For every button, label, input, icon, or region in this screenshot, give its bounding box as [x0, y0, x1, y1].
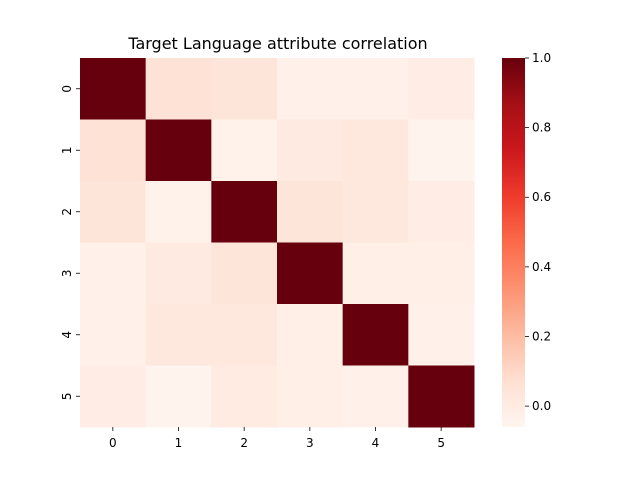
colorbar-tick-label: 0.0 [532, 399, 551, 413]
heatmap-cell [211, 304, 277, 366]
heatmap-cell [277, 366, 343, 428]
heatmap-cell [277, 243, 343, 305]
colorbar-tick-label: 0.8 [532, 121, 551, 135]
y-tick-label: 5 [60, 392, 74, 400]
colorbar: 0.0 0.2 0.4 0.6 0.8 1.0 [502, 51, 551, 427]
y-tick-label: 3 [60, 269, 74, 277]
heatmap-cell [277, 120, 343, 182]
heatmap-cell [146, 181, 212, 243]
y-axis: 0 1 2 3 4 5 [60, 85, 80, 400]
x-tick-label: 4 [372, 436, 380, 450]
heatmap-cell [146, 243, 212, 305]
x-tick-label: 1 [175, 436, 183, 450]
heatmap-cell [80, 243, 146, 305]
heatmap-cell [80, 304, 146, 366]
heatmap-cell [211, 243, 277, 305]
colorbar-tick-label: 0.6 [532, 190, 551, 204]
heatmap-cell [408, 181, 474, 243]
heatmap-cell [277, 58, 343, 120]
heatmap-cell [408, 304, 474, 366]
x-tick-label: 5 [437, 436, 445, 450]
x-tick-label: 2 [240, 436, 248, 450]
heatmap-cells [80, 58, 475, 428]
heatmap-cell [146, 58, 212, 120]
heatmap-cell [343, 243, 409, 305]
colorbar-tick-label: 1.0 [532, 51, 551, 65]
heatmap-cell [408, 58, 474, 120]
heatmap-cell [211, 58, 277, 120]
heatmap-cell [277, 181, 343, 243]
heatmap-cell [211, 366, 277, 428]
heatmap-cell [80, 58, 146, 120]
heatmap-cell [80, 120, 146, 182]
x-tick-label: 3 [306, 436, 314, 450]
heatmap-cell [343, 120, 409, 182]
heatmap-cell [343, 181, 409, 243]
heatmap-cell [408, 243, 474, 305]
heatmap-cell [277, 304, 343, 366]
heatmap-cell [343, 58, 409, 120]
y-tick-label: 2 [60, 208, 74, 216]
heatmap-cell [408, 120, 474, 182]
heatmap-cell [211, 120, 277, 182]
heatmap-cell [408, 366, 474, 428]
y-tick-label: 1 [60, 146, 74, 154]
heatmap-cell [343, 304, 409, 366]
heatmap-cell [343, 366, 409, 428]
heatmap-cell [80, 366, 146, 428]
chart-title: Target Language attribute correlation [127, 34, 427, 53]
y-tick-label: 4 [60, 331, 74, 339]
colorbar-tick-label: 0.2 [532, 329, 551, 343]
heatmap-cell [146, 304, 212, 366]
y-tick-label: 0 [60, 85, 74, 93]
heatmap-cell [80, 181, 146, 243]
x-tick-label: 0 [109, 436, 117, 450]
heatmap-cell [146, 366, 212, 428]
x-axis: 0 1 2 3 4 5 [109, 427, 445, 450]
colorbar-gradient [502, 58, 525, 427]
colorbar-tick-label: 0.4 [532, 260, 551, 274]
heatmap-cell [211, 181, 277, 243]
heatmap-cell [146, 120, 212, 182]
